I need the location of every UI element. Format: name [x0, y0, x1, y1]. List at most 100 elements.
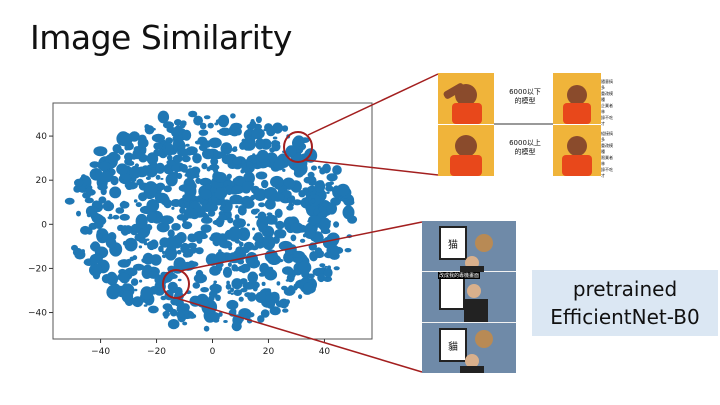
meme-side-text: 組接搞多 — [601, 131, 613, 142]
scatter-point — [132, 255, 138, 261]
scatter-point — [282, 308, 289, 313]
scatter-point — [135, 213, 148, 229]
scatter-point — [133, 146, 140, 154]
meme-caption: 的模型 — [514, 97, 536, 105]
scatter-point — [242, 195, 252, 205]
scatter-point — [227, 290, 232, 295]
scatter-point — [169, 230, 173, 233]
scatter-point — [314, 223, 321, 228]
scatter-point — [152, 127, 156, 131]
scatter-point — [180, 303, 190, 312]
scatter-point — [250, 154, 257, 162]
scatter-point — [163, 185, 172, 193]
scatter-point — [257, 232, 262, 237]
meme-side-text: 企業者林 — [601, 103, 613, 114]
scatter-point — [195, 247, 204, 255]
scatter-point — [120, 225, 130, 236]
scatter-point — [225, 283, 232, 290]
meme-side-text: 錄不吃才 — [601, 115, 613, 126]
scatter-point — [138, 237, 148, 244]
scatter-point — [241, 269, 246, 274]
scatter-point — [160, 177, 164, 180]
scatter-point — [336, 183, 350, 197]
scatter-point — [206, 166, 211, 172]
scatter-point — [227, 262, 232, 267]
scatter-point — [238, 296, 244, 302]
scatter-point — [217, 218, 225, 224]
scatter-point — [213, 172, 227, 183]
scatter-point — [233, 146, 238, 150]
scatter-point — [235, 205, 239, 209]
scatter-point — [110, 246, 117, 254]
scatter-point — [310, 198, 316, 204]
scatter-point — [171, 223, 181, 231]
scatter-point — [242, 181, 254, 192]
scatter-point — [326, 173, 338, 182]
scatter-point — [64, 197, 75, 205]
x-tick-label: −40 — [91, 347, 110, 357]
scatter-point — [164, 306, 174, 313]
scatter-point — [190, 245, 198, 254]
scatter-point — [150, 254, 162, 266]
scatter-point — [311, 165, 317, 171]
scatter-point — [162, 250, 166, 255]
scatter-point — [94, 218, 104, 229]
scatter-point — [201, 216, 213, 224]
scatter-point — [199, 233, 208, 240]
scatter-point — [177, 148, 190, 157]
scatter-point — [271, 140, 281, 146]
scatter-point — [257, 211, 267, 222]
scatter-point — [202, 148, 214, 160]
scatter-point — [129, 165, 141, 179]
scatter-point — [244, 292, 252, 298]
scatter-point — [148, 305, 159, 314]
scatter-point — [210, 312, 220, 322]
scatter-point — [221, 154, 235, 165]
scatter-point — [259, 239, 264, 243]
x-tick-label: −20 — [147, 347, 166, 357]
scatter-point — [272, 168, 275, 171]
scatter-point — [174, 286, 183, 297]
scatter-point — [143, 304, 148, 307]
connector-line — [307, 73, 439, 136]
scatter-point — [213, 280, 217, 284]
scatter-point — [230, 287, 235, 293]
scatter-point — [298, 190, 306, 198]
scatter-point — [136, 178, 144, 186]
scatter-point — [187, 233, 198, 243]
scatter-point — [252, 227, 256, 231]
scatter-point — [323, 267, 333, 278]
scatter-point — [176, 311, 184, 319]
scatter-point — [231, 185, 245, 195]
model-label-line: EfficientNet-B0 — [550, 305, 700, 329]
scatter-point — [265, 288, 272, 292]
scatter-point — [326, 202, 338, 215]
scatter-point — [258, 222, 267, 233]
scatter-point — [240, 288, 248, 293]
scatter-point — [345, 199, 355, 206]
scatter-point — [173, 119, 182, 126]
scatter-point — [246, 256, 255, 266]
scatter-point — [117, 272, 130, 282]
scatter-point — [205, 253, 219, 266]
scatter-point — [218, 127, 232, 136]
connector-line — [175, 297, 423, 373]
scatter-point — [146, 211, 157, 223]
scatter-point — [233, 289, 242, 296]
scatter-point — [158, 245, 164, 253]
scatter-point — [266, 298, 276, 309]
scatter-point — [85, 205, 98, 217]
scatter-point — [273, 159, 285, 171]
scatter-point — [252, 285, 258, 292]
highlight-circle-top — [283, 131, 313, 163]
scatter-point — [201, 162, 208, 170]
scatter-point — [117, 262, 122, 265]
scatter-point — [308, 186, 314, 193]
scatter-point — [147, 240, 156, 251]
scatter-point — [144, 181, 158, 196]
scatter-point — [261, 281, 266, 286]
scatter-point — [176, 249, 182, 255]
scatter-point — [217, 114, 230, 128]
scatter-point — [290, 234, 297, 242]
scatter-point — [292, 199, 303, 206]
